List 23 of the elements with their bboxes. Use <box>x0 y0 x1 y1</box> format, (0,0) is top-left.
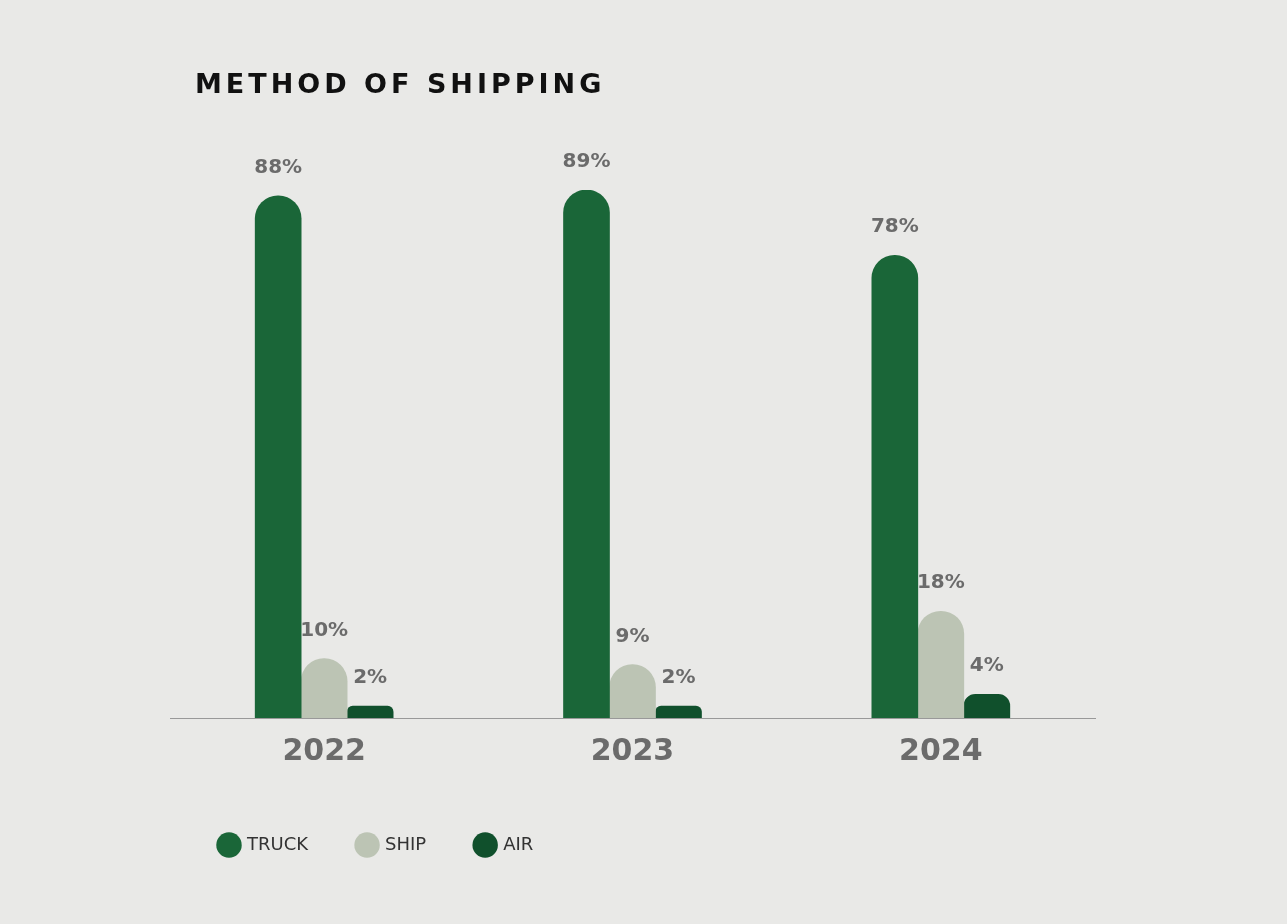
data-label: 18% <box>916 569 965 594</box>
x-tick-label: 2022 <box>282 731 366 767</box>
bar <box>655 705 702 718</box>
bar <box>871 254 919 718</box>
bar <box>254 195 302 718</box>
x-tick-label: 2023 <box>590 731 675 767</box>
bar <box>917 610 965 718</box>
bar <box>563 190 610 718</box>
data-label: 10% <box>300 616 349 641</box>
chart-title: METHOD OF SHIPPING <box>195 68 606 99</box>
data-label: 4% <box>969 652 1004 677</box>
data-label: 2% <box>353 664 388 689</box>
legend-label: TRUCK <box>246 832 310 854</box>
data-label: 89% <box>562 148 611 173</box>
data-label: 9% <box>615 622 650 647</box>
data-label: 88% <box>254 154 303 179</box>
data-label: 78% <box>870 213 919 238</box>
legend-label: SHIP <box>385 832 427 854</box>
bar <box>346 705 394 718</box>
data-label: 2% <box>661 664 696 689</box>
legend-label: AIR <box>503 832 534 854</box>
bar <box>963 693 1011 718</box>
x-tick-label: 2024 <box>899 731 983 767</box>
